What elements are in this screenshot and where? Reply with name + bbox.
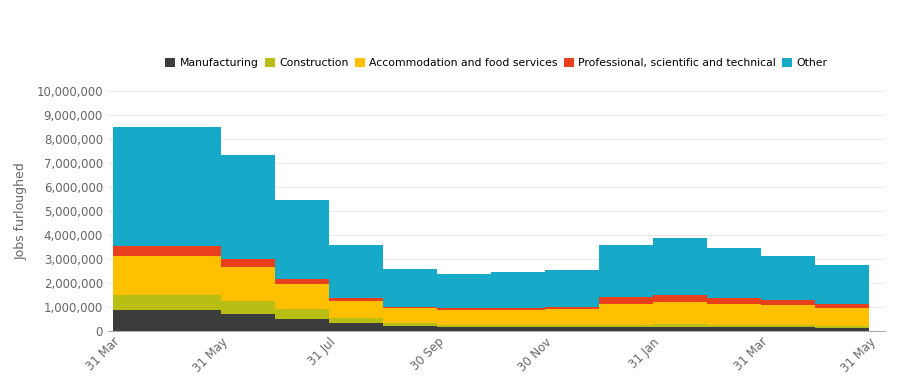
Y-axis label: Jobs furloughed: Jobs furloughed — [15, 162, 28, 260]
Legend: Manufacturing, Construction, Accommodation and food services, Professional, scie: Manufacturing, Construction, Accommodati… — [161, 53, 832, 72]
